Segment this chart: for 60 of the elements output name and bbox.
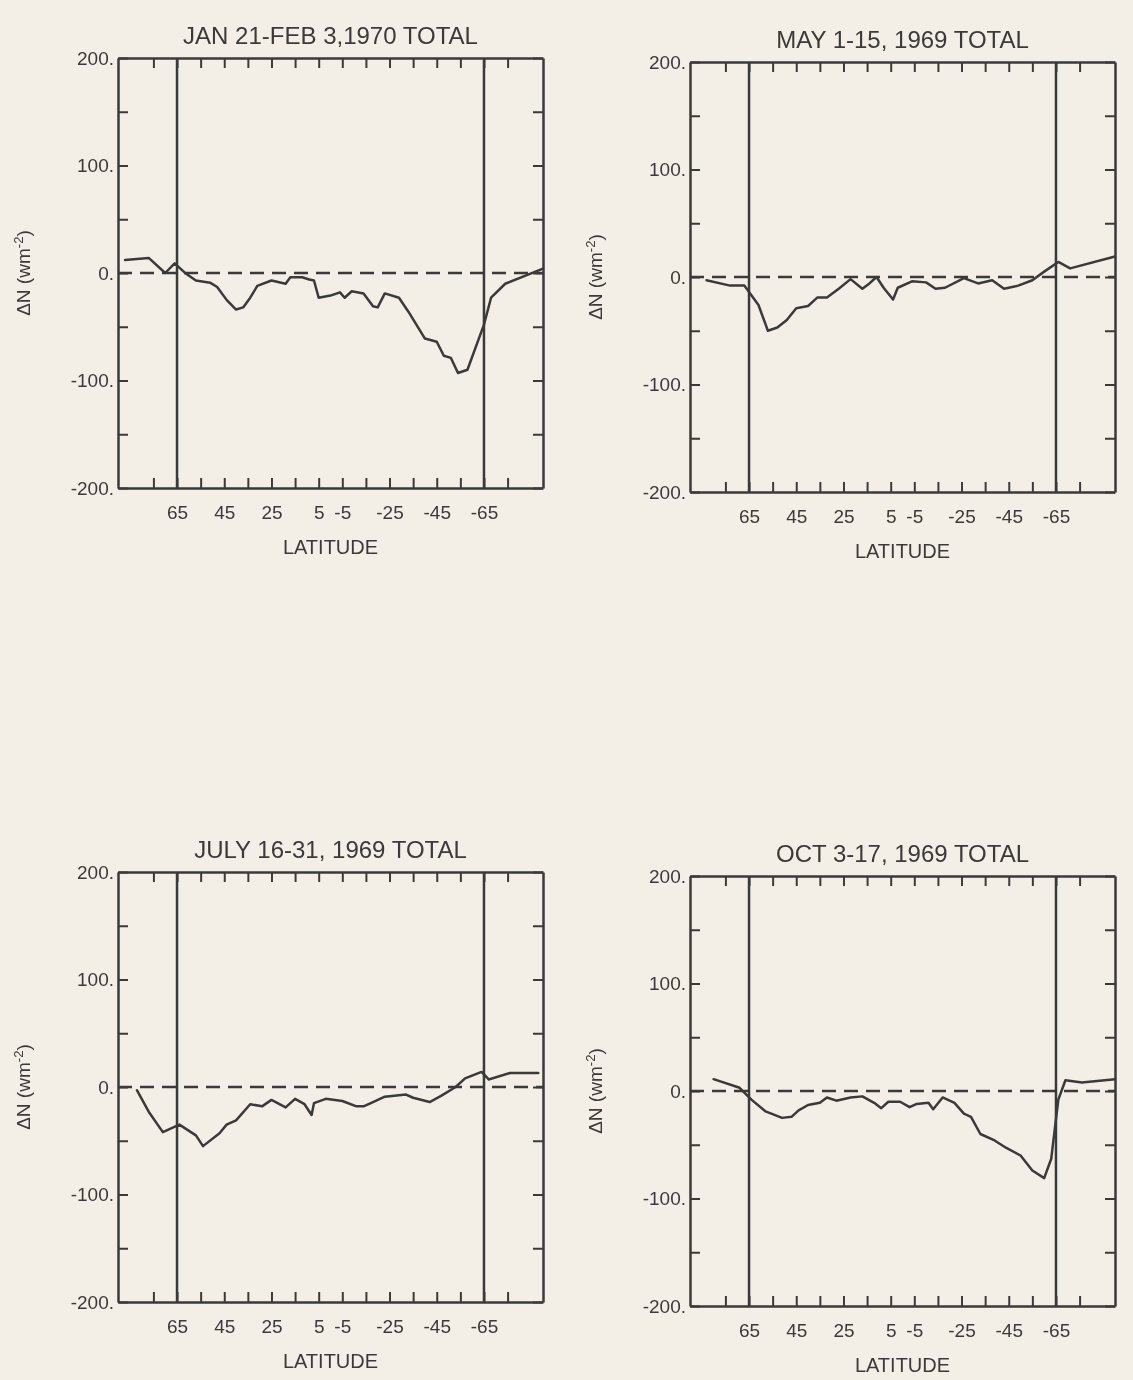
x-tick-label: 45 (786, 1320, 808, 1342)
x-tick-label: -25 (948, 506, 976, 528)
x-tick-label: 5 (885, 1320, 897, 1342)
y-tick-label: -100. (70, 1184, 114, 1206)
chart-title: OCT 3-17, 1969 TOTAL (775, 840, 1030, 867)
x-tick-label: -65 (470, 502, 499, 524)
y-tick-label: 100. (649, 159, 686, 181)
x-tick-label: -5 (906, 1320, 924, 1342)
x-tick-label: 25 (261, 1316, 283, 1338)
y-tick-label: -200. (70, 477, 114, 499)
x-tick-label: 5 (885, 506, 897, 528)
x-tick-label: -25 (376, 1316, 404, 1338)
x-tick-label: 65 (166, 502, 189, 524)
x-tick-label: -65 (1042, 1320, 1071, 1342)
y-tick-label: 0. (98, 1076, 114, 1098)
chart-title: JULY 16-31, 1969 TOTAL (194, 836, 467, 863)
y-tick-label: -100. (70, 370, 114, 392)
x-tick-label: -5 (334, 1316, 352, 1338)
x-tick-label: 65 (738, 1320, 761, 1342)
x-tick-label: -45 (995, 506, 1023, 528)
x-tick-label: -5 (906, 506, 924, 528)
x-tick-label: -25 (376, 502, 404, 524)
y-tick-label: 200. (77, 861, 114, 883)
x-axis-title: LATITUDE (854, 1354, 951, 1376)
x-tick-label: 45 (786, 506, 808, 528)
x-tick-label: -45 (423, 1316, 451, 1338)
x-tick-label: 45 (214, 1316, 236, 1338)
y-tick-label: 0. (98, 262, 114, 284)
x-axis-title: LATITUDE (282, 536, 379, 558)
x-tick-label: 5 (313, 1316, 325, 1338)
x-tick-label: -65 (1042, 506, 1071, 528)
y-tick-label: 200. (77, 47, 114, 69)
x-tick-label: 45 (214, 502, 236, 524)
y-tick-label: -200. (70, 1291, 114, 1313)
x-tick-label: 25 (833, 1320, 855, 1342)
x-tick-label: -65 (470, 1316, 499, 1338)
y-tick-label: 200. (649, 865, 686, 887)
y-tick-label: -100. (642, 1188, 686, 1210)
x-tick-label: -45 (423, 502, 451, 524)
y-tick-label: 100. (649, 973, 686, 995)
x-tick-label: -25 (948, 1320, 976, 1342)
y-tick-label: 0. (670, 1080, 686, 1102)
y-tick-label: -100. (642, 374, 686, 396)
chart-title: JAN 21-FEB 3,1970 TOTAL (183, 22, 478, 49)
y-tick-label: -200. (642, 481, 686, 503)
y-tick-label: -200. (642, 1295, 686, 1317)
x-tick-label: -45 (995, 1320, 1023, 1342)
x-axis-title: LATITUDE (854, 540, 951, 562)
x-tick-label: 25 (833, 506, 855, 528)
x-tick-label: 65 (166, 1316, 189, 1338)
x-tick-label: 25 (261, 502, 283, 524)
x-tick-label: -5 (334, 502, 352, 524)
y-tick-label: 0. (670, 266, 686, 288)
y-tick-label: 200. (649, 51, 686, 73)
x-tick-label: 65 (738, 506, 761, 528)
x-axis-title: LATITUDE (282, 1350, 379, 1372)
x-tick-label: 5 (313, 502, 325, 524)
y-tick-label: 100. (77, 155, 114, 177)
y-tick-label: 100. (77, 969, 114, 991)
chart-title: MAY 1-15, 1969 TOTAL (776, 26, 1029, 53)
